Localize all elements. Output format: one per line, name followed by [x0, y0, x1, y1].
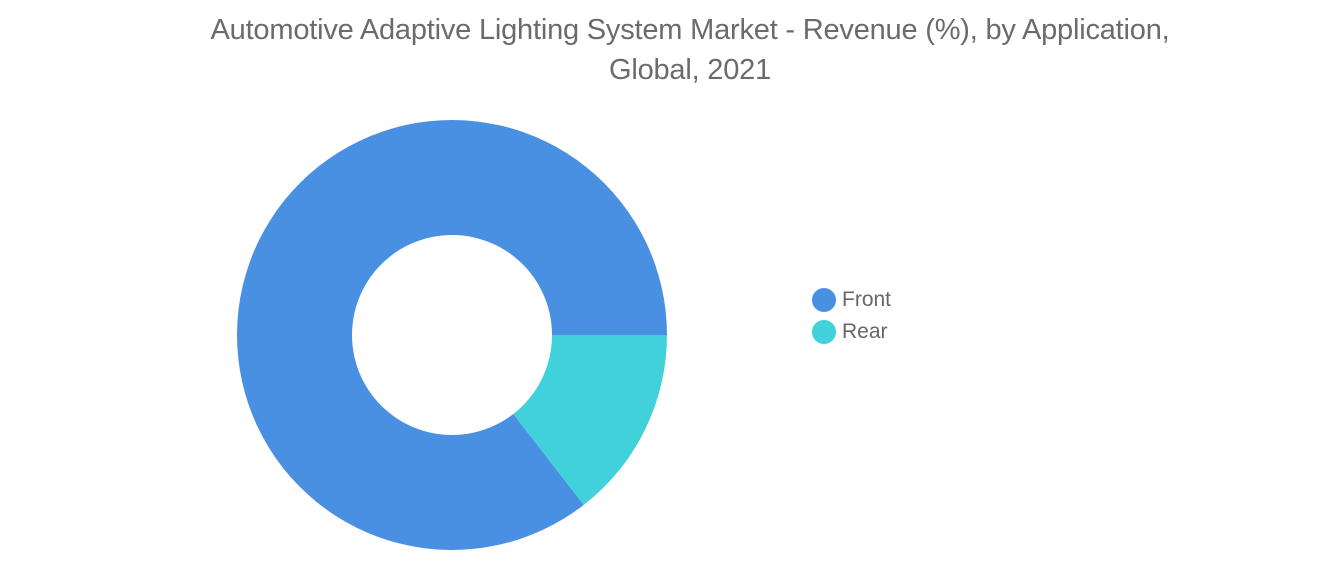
donut-slice-rear[interactable] — [513, 335, 667, 505]
chart-title-line-2: Global, 2021 — [608, 54, 772, 86]
chart-title: Automotive Adaptive Lighting System Mark… — [0, 10, 1320, 90]
chart-title-line-1: Automotive Adaptive Lighting System Mark… — [210, 14, 1170, 46]
legend: Front Rear — [812, 284, 992, 348]
legend-swatch-rear — [812, 320, 836, 344]
legend-label-front: Front — [842, 288, 892, 311]
donut-slice-front[interactable] — [237, 119, 668, 551]
legend-item-front[interactable]: Front — [812, 284, 992, 316]
legend-swatch-front — [812, 288, 836, 312]
legend-item-rear[interactable]: Rear — [812, 316, 992, 348]
legend-label-rear: Rear — [842, 320, 888, 343]
